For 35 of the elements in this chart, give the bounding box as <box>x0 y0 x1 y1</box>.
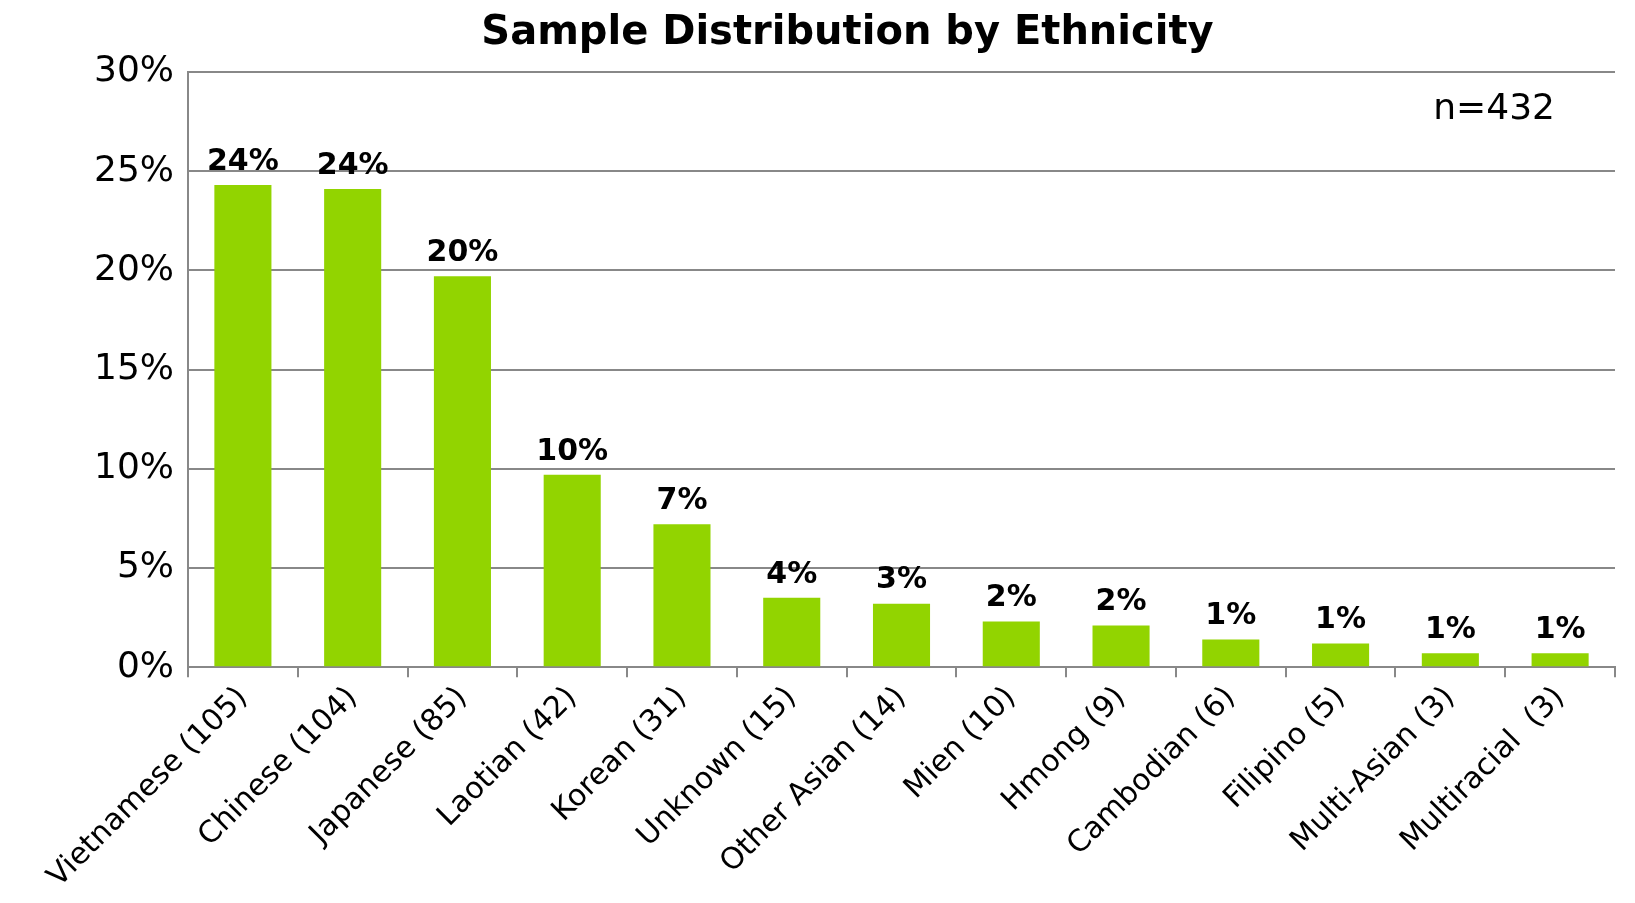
bar <box>1202 639 1260 667</box>
y-tick-label: 10% <box>94 445 175 487</box>
bar <box>1421 653 1479 667</box>
annotation: n=432 <box>1433 86 1555 128</box>
data-label: 2% <box>985 578 1037 614</box>
y-tick-label: 20% <box>94 246 175 288</box>
bar <box>1312 643 1370 667</box>
bar <box>872 603 931 667</box>
bar <box>1531 653 1589 667</box>
y-tick-label: 25% <box>94 147 175 189</box>
bar <box>214 185 272 667</box>
data-label: 3% <box>876 560 927 596</box>
bar <box>433 276 491 667</box>
bar <box>763 597 821 667</box>
data-label: 20% <box>426 233 499 269</box>
y-tick-label: 15% <box>94 345 175 387</box>
bar <box>982 621 1040 667</box>
bar <box>653 524 711 667</box>
data-label: 1% <box>1424 610 1476 646</box>
bar <box>543 474 601 667</box>
data-label: 1% <box>1205 596 1257 632</box>
y-tick-label: 5% <box>116 544 175 586</box>
data-label: 2% <box>1095 582 1147 618</box>
data-label: 7% <box>656 481 708 517</box>
data-label: 1% <box>1534 610 1586 646</box>
data-label: 10% <box>536 431 609 467</box>
data-label: 4% <box>766 554 818 590</box>
data-label: 24% <box>316 145 389 181</box>
y-tick-label: 30% <box>94 48 175 90</box>
data-label: 24% <box>206 141 279 177</box>
bar <box>1092 625 1150 667</box>
y-tick-label: 0% <box>116 643 175 685</box>
chart-title: Sample Distribution by Ethnicity <box>481 7 1214 54</box>
data-label: 1% <box>1315 600 1367 636</box>
bar <box>324 189 382 667</box>
